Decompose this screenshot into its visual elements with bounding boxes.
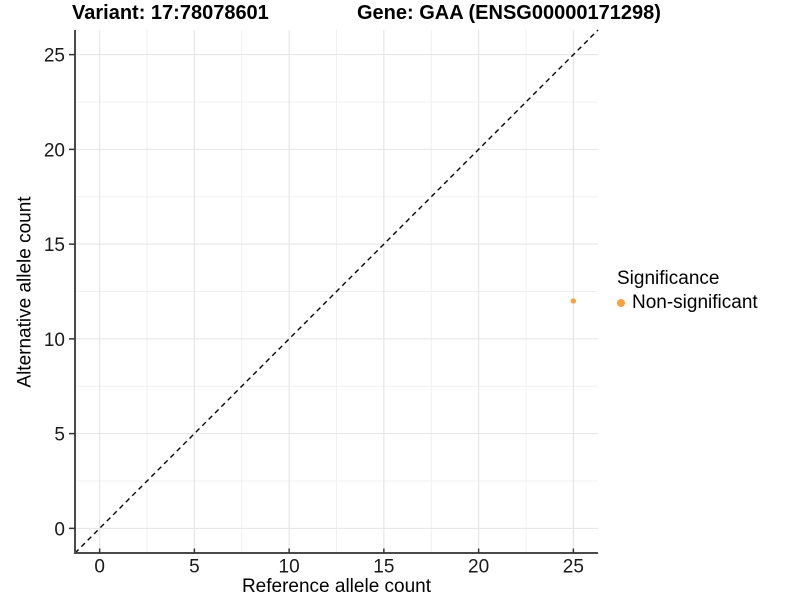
y-tick-label: 0 <box>54 519 65 540</box>
gene-title: Gene: GAA (ENSG00000171298) <box>357 2 661 24</box>
x-tick-label: 20 <box>468 557 489 578</box>
legend-point-icon <box>617 299 625 307</box>
identity-line <box>74 29 599 554</box>
y-axis-label: Alternative allele count <box>15 195 37 388</box>
x-tick-label: 25 <box>563 557 584 578</box>
x-tick-label: 10 <box>279 557 300 578</box>
data-point <box>570 298 577 304</box>
y-tick-label: 15 <box>44 235 65 256</box>
variant-title: Variant: 17:78078601 <box>72 2 269 24</box>
legend-entry: Non-significant <box>617 291 758 315</box>
y-tick-label: 5 <box>54 425 65 446</box>
x-tick-label: 15 <box>373 557 394 578</box>
y-tick-label: 25 <box>44 46 65 67</box>
y-tick-label: 10 <box>44 330 65 351</box>
legend-entry-label: Non-significant <box>632 292 758 313</box>
x-axis-label: Reference allele count <box>241 576 432 597</box>
legend-title: Significance <box>617 268 720 289</box>
x-tick-label: 0 <box>94 557 105 578</box>
legend: Significance Non-significant <box>617 267 758 315</box>
x-tick-label: 5 <box>189 557 200 578</box>
y-axis-label-wrap: Alternative allele count <box>14 30 38 553</box>
y-tick-label: 20 <box>44 140 65 161</box>
